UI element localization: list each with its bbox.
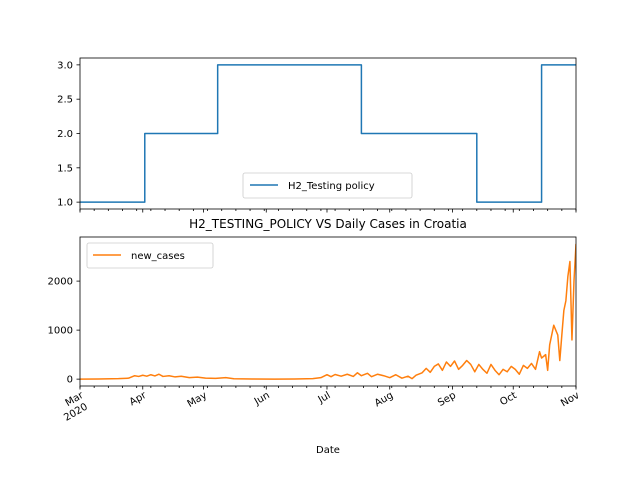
bottom-y-axis: 0 1000 2000 [48,277,80,386]
bottom-series-layer [80,243,576,380]
top-y-axis: 1.0 1.5 2.0 2.5 3.0 [57,60,80,209]
bottom-y-tick-label: 0 [67,375,73,386]
bottom-legend: new_cases [86,242,214,269]
bottom-y-tick-label: 2000 [48,277,73,288]
top-y-tick-label: 1.0 [57,198,73,209]
bottom-y-tick-label: 1000 [48,326,73,337]
top-y-tick-label: 2.5 [57,95,73,106]
bottom-chart-title: H2_TESTING_POLICY VS Daily Cases in Croa… [189,217,467,231]
bottom-legend-box [86,242,214,269]
top-series-layer [80,64,576,203]
bottom-legend-label: new_cases [131,251,185,262]
top-legend-box [242,172,413,199]
top-subplot: 1.0 1.5 2.0 2.5 3.0 H2_Testing policy [57,57,577,213]
x-axis-label: Date [316,445,340,456]
top-x-ticks [79,209,577,213]
top-y-tick-label: 2.0 [57,129,73,140]
new-cases-line [80,243,576,380]
top-legend: H2_Testing policy [242,172,413,199]
testing-policy-line [80,64,576,203]
top-legend-label: H2_Testing policy [288,181,375,192]
top-y-tick-label: 1.5 [57,163,73,174]
bottom-plot-frame [79,236,577,387]
top-y-tick-label: 3.0 [57,60,73,71]
bottom-subplot: H2_TESTING_POLICY VS Daily Cases in Croa… [48,217,582,456]
